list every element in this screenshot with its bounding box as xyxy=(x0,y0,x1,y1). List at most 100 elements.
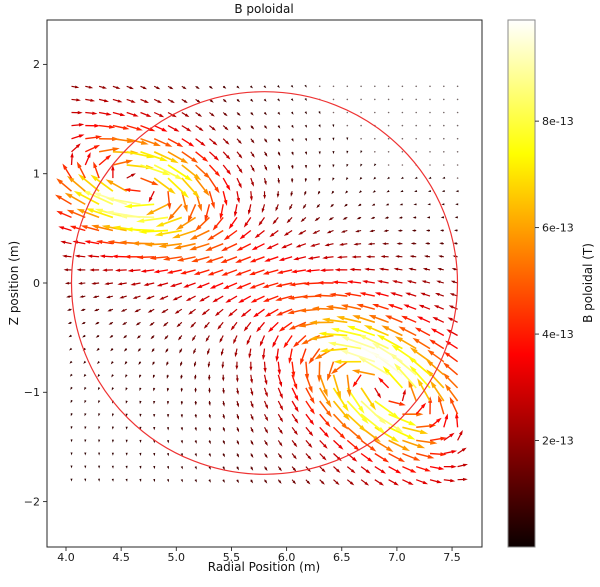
quiver-arrow-head xyxy=(336,391,341,400)
quiver-arrow-head xyxy=(223,235,230,241)
quiver-arrow-shaft xyxy=(350,326,376,337)
quiver-arrow-head xyxy=(277,85,280,88)
quiver-arrow-head xyxy=(425,242,429,245)
quiver-arrow-head xyxy=(161,127,168,132)
quiver-arrow-head xyxy=(455,412,459,419)
quiver-arrow-head xyxy=(332,151,335,155)
quiver-dot xyxy=(387,164,390,166)
quiver-arrow-head xyxy=(124,361,128,365)
quiver-arrow-head xyxy=(353,242,358,246)
quiver-arrow-head xyxy=(293,442,298,448)
quiver-arrow-head xyxy=(250,454,254,458)
quiver-dot xyxy=(415,137,418,140)
quiver-arrow-head xyxy=(125,439,128,443)
quiver-arrow-head xyxy=(451,450,458,454)
quiver-arrow-head xyxy=(194,440,197,444)
quiver-arrow-head xyxy=(67,308,71,311)
quiver-dot xyxy=(360,98,362,101)
quiver-arrow-head xyxy=(172,297,178,301)
quiver-arrow-head xyxy=(393,481,399,486)
quiver-arrow-head xyxy=(349,267,355,272)
quiver-arrow-head xyxy=(119,240,127,245)
quiver-arrow-head xyxy=(372,190,376,193)
quiver-arrow-head xyxy=(332,164,335,168)
quiver-arrow-head xyxy=(393,267,399,271)
quiver-arrow-head xyxy=(391,436,400,443)
quiver-arrow-head xyxy=(85,208,94,213)
quiver-arrow-head xyxy=(132,296,138,299)
quiver-arrow-head xyxy=(364,267,370,271)
quiver-arrow-head xyxy=(98,452,101,456)
quiver-arrow-head xyxy=(317,375,322,383)
quiver-arrow-head xyxy=(249,85,253,89)
quiver-arrow-head xyxy=(67,175,75,183)
quiver-arrow-head xyxy=(444,413,448,420)
quiver-arrow-head xyxy=(386,190,390,193)
quiver-arrow-head xyxy=(385,315,392,320)
quiver-arrow-head xyxy=(275,207,279,212)
quiver-arrow-head xyxy=(352,457,358,462)
quiver-arrow-head xyxy=(402,445,411,452)
quiver-arrow-head xyxy=(263,98,267,102)
quiver-arrow-head xyxy=(226,155,231,160)
quiver-arrow-head xyxy=(162,323,167,327)
quiver-dot xyxy=(387,124,390,127)
quiver-arrow-head xyxy=(230,325,235,331)
quiver-arrow-head xyxy=(223,199,228,206)
quiver-arrow-head xyxy=(180,388,183,393)
quiver-arrow-head xyxy=(55,194,62,200)
quiver-arrow-head xyxy=(383,229,388,232)
quiver-arrow-head xyxy=(162,170,171,176)
quiver-arrow-head xyxy=(381,325,390,331)
quiver-arrow-head xyxy=(70,452,73,456)
y-axis-label: Z position (m) xyxy=(7,240,21,326)
quiver-arrow-head xyxy=(332,137,335,141)
quiver-arrow-shaft xyxy=(346,400,367,422)
quiver-arrow-head xyxy=(429,339,436,345)
quiver-arrow-head xyxy=(373,163,377,167)
quiver-arrow-head xyxy=(317,280,324,285)
quiver-arrow-head xyxy=(152,374,156,379)
quiver-arrow-head xyxy=(414,190,418,192)
quiver-arrow-head xyxy=(371,203,376,206)
quiver-arrow-head xyxy=(441,190,445,193)
x-tick-label: 4.5 xyxy=(112,551,130,564)
quiver-arrow-head xyxy=(98,465,101,469)
quiver-arrow-head xyxy=(378,377,384,383)
axes-frame xyxy=(46,19,483,548)
quiver-arrow-head xyxy=(265,404,269,410)
quiver-arrow-head xyxy=(144,99,149,103)
quiver-dot xyxy=(346,98,349,101)
quiver-arrow-head xyxy=(382,457,390,463)
quiver-arrow-head xyxy=(88,85,94,89)
quiver-arrow-head xyxy=(321,481,325,485)
quiver-arrow-head xyxy=(167,213,175,221)
quiver-arrow-head xyxy=(139,452,142,456)
quiver-arrow-head xyxy=(179,349,183,354)
quiver-arrow-head xyxy=(339,242,344,246)
quiver-arrow-head xyxy=(224,126,229,131)
quiver-arrow-head xyxy=(156,86,161,90)
quiver-arrow-head xyxy=(263,367,267,373)
quiver-arrow-head xyxy=(156,283,162,287)
quiver-arrow-head xyxy=(264,392,268,398)
quiver-arrow-head xyxy=(222,466,225,471)
quiver-arrow-head xyxy=(243,326,249,332)
quiver-arrow-head xyxy=(333,359,342,365)
quiver-arrow-head xyxy=(254,233,260,239)
quiver-arrow-head xyxy=(365,469,371,474)
quiver-dot xyxy=(332,111,335,114)
quiver-arrow-head xyxy=(308,335,318,341)
quiver-arrow-head xyxy=(180,427,183,431)
quiver-arrow-head xyxy=(279,429,283,435)
quiver-arrow-head xyxy=(219,213,224,220)
quiver-dot xyxy=(387,98,390,101)
quiver-arrow-head xyxy=(182,86,187,90)
quiver-arrow-head xyxy=(115,268,121,272)
quiver-dot xyxy=(387,151,390,153)
quiver-arrow-head xyxy=(94,321,99,325)
quiver-arrow-head xyxy=(225,298,231,303)
quiver-arrow-head xyxy=(262,354,266,361)
quiver-arrow-head xyxy=(249,196,253,202)
quiver-arrow-head xyxy=(328,217,333,221)
